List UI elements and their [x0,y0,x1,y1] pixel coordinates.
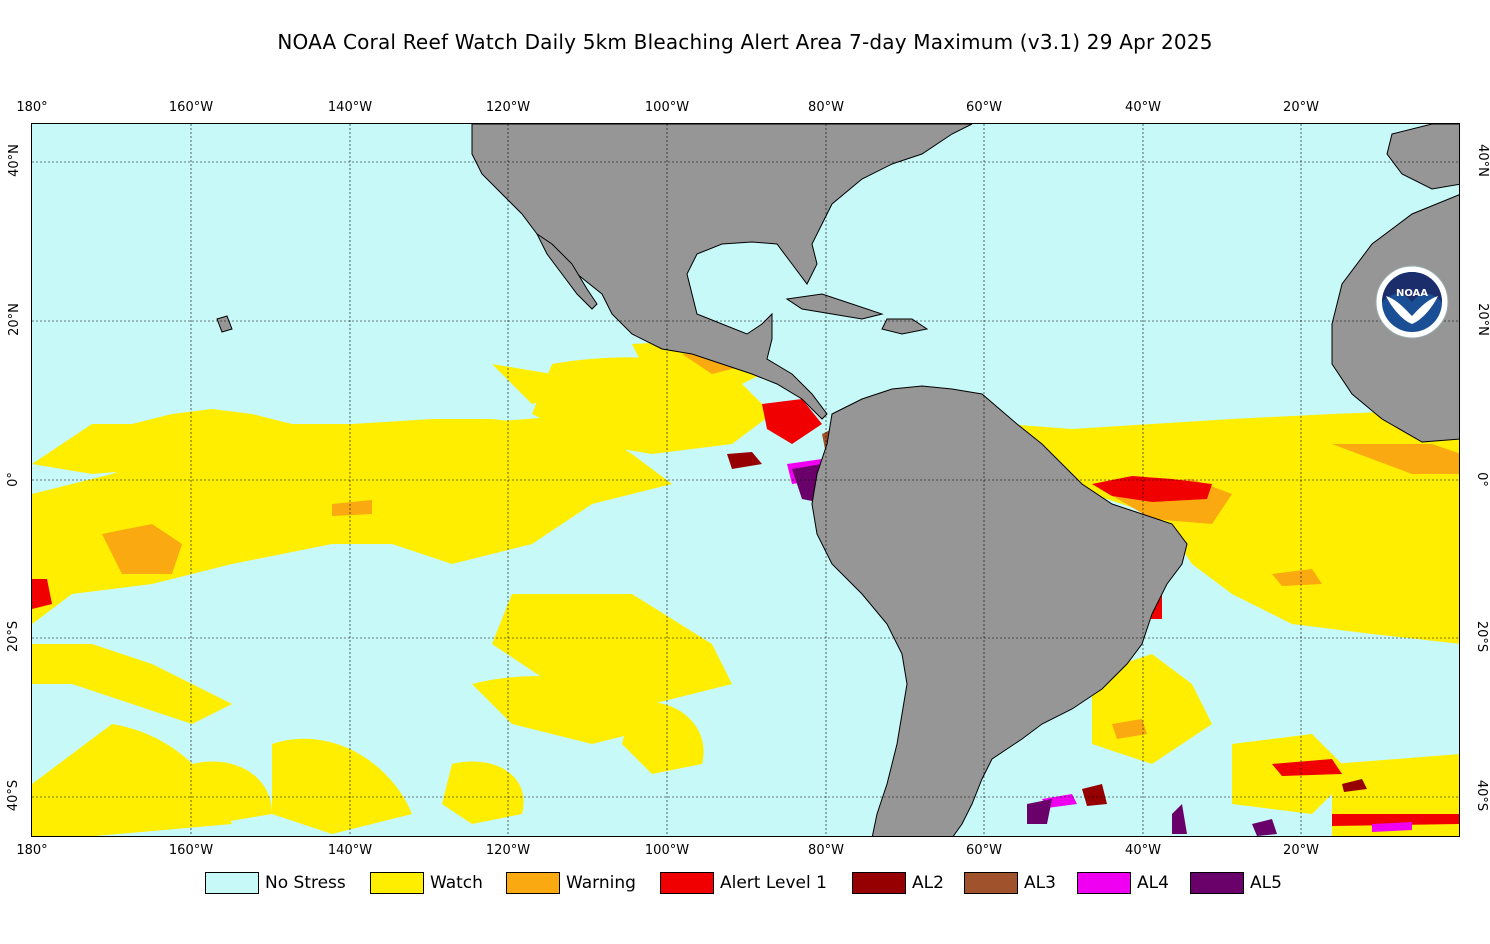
legend-label: No Stress [265,873,346,893]
land-masses [216,124,1459,836]
legend-label: AL5 [1250,873,1282,893]
legend-swatch [964,872,1018,894]
legend-swatch [205,872,259,894]
lon-label-bottom-120w: 120°W [485,843,531,858]
legend-item-al3: AL3 [964,871,1056,895]
map-title: NOAA Coral Reef Watch Daily 5km Bleachin… [277,30,1213,54]
lon-label-bottom-180: 180° [16,843,48,858]
lat-label-left-40n: 40°N [6,144,22,177]
lon-label-top-180: 180° [16,100,48,115]
legend-item-al4: AL4 [1077,871,1169,895]
legend-swatch [1190,872,1244,894]
legend-swatch [506,872,560,894]
noaa-logo-text: NOAA [1396,288,1428,299]
graticule [32,124,1459,836]
legend-label: AL3 [1024,873,1056,893]
lon-label-bottom-100w: 100°W [644,843,690,858]
lat-label-right-40n: 40°N [1474,144,1490,177]
lon-label-top-80w: 80°W [808,100,844,115]
legend-label: AL4 [1137,873,1169,893]
legend: No Stress Watch Warning Alert Level 1 AL… [0,871,1490,895]
lon-label-top-100w: 100°W [644,100,690,115]
lon-label-bottom-40w: 40°W [1125,843,1161,858]
legend-item-al2: AL2 [852,871,944,895]
noaa-logo: NOAA [1375,265,1449,339]
legend-label: Watch [430,873,483,893]
lon-label-top-120w: 120°W [485,100,531,115]
lon-label-top-140w: 140°W [327,100,373,115]
lat-label-right-20n: 20°N [1474,303,1490,336]
map-area[interactable]: NOAA [31,123,1460,837]
lon-label-bottom-60w: 60°W [966,843,1002,858]
lon-label-bottom-140w: 140°W [327,843,373,858]
legend-swatch [660,872,714,894]
legend-label: Warning [566,873,636,893]
alert-areas [32,399,1459,836]
legend-item-warning: Warning [506,871,636,895]
lat-label-right-40s: 40°S [1474,779,1490,812]
lon-label-top-20w: 20°W [1283,100,1319,115]
map-canvas: NOAA [32,124,1459,836]
lon-label-bottom-80w: 80°W [808,843,844,858]
lon-label-top-160w: 160°W [168,100,214,115]
lat-label-right-20s: 20°S [1474,620,1490,653]
legend-swatch [370,872,424,894]
lat-label-left-20n: 20°N [6,303,22,336]
legend-item-alert-level-1: Alert Level 1 [660,871,827,895]
lat-label-left-40s: 40°S [6,779,22,812]
legend-item-watch: Watch [370,871,483,895]
legend-item-al5: AL5 [1190,871,1282,895]
lon-label-bottom-20w: 20°W [1283,843,1319,858]
lat-label-left-0: 0° [5,472,21,487]
lon-label-bottom-160w: 160°W [168,843,214,858]
watch-areas [32,339,1459,836]
legend-swatch [1077,872,1131,894]
lon-label-top-40w: 40°W [1125,100,1161,115]
lon-label-top-60w: 60°W [966,100,1002,115]
legend-item-no-stress: No Stress [205,871,346,895]
legend-swatch [852,872,906,894]
lat-label-right-0: 0° [1473,472,1489,487]
legend-label: AL2 [912,873,944,893]
legend-label: Alert Level 1 [720,873,827,893]
lat-label-left-20s: 20°S [6,620,22,653]
